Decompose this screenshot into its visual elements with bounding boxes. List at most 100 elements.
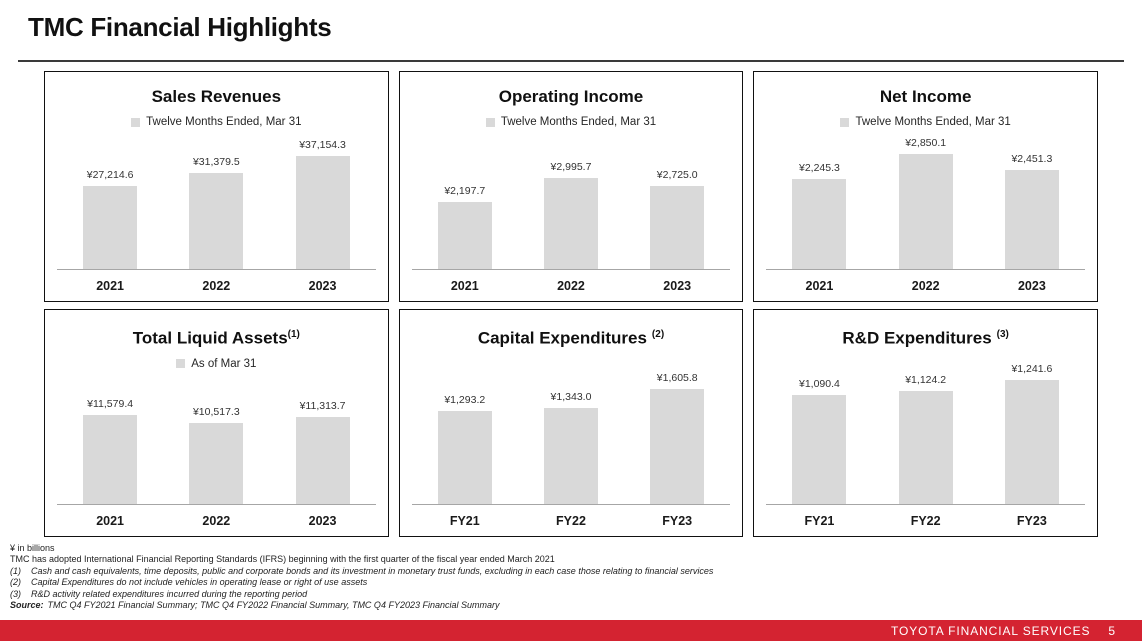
bar-value-label: ¥1,241.6 [1011,362,1053,375]
footnote-3-text: R&D activity related expenditures incurr… [31,588,308,599]
x-axis-label: 2022 [911,278,940,293]
x-axis-label: FY23 [662,513,693,528]
footnote-3: (3) R&D activity related expenditures inc… [10,589,1132,600]
x-axis-label: 2021 [96,513,125,528]
chart-x-axis-labels: FY21 FY22 FY23 [412,505,731,536]
x-axis-label: 2021 [450,278,479,293]
bar-rd-expenditures-FY22 [898,391,953,504]
chart-legend: Twelve Months Ended, Mar 31 [766,116,1085,128]
footnote-1-marker: (1) [10,565,21,576]
footnotes: ¥ in billions TMC has adopted Internatio… [10,543,1132,611]
chart-plot: ¥27,214.6 ¥31,379.5 ¥37,154.3 [57,132,376,270]
bar-operating-income-2022 [543,177,598,269]
bar-net-income-2022 [898,154,953,269]
chart-title-superscript: (1) [287,329,300,340]
bar-column-2021: ¥2,245.3 [766,132,872,269]
bar-column-2021: ¥11,579.4 [57,374,163,504]
chart-title-superscript: (2) [651,329,665,340]
footnote-source-label: Source: [10,600,44,611]
bar-total-liquid-assets-2023 [295,417,350,504]
x-axis-label: 2022 [557,278,585,293]
legend-label: Twelve Months Ended, Mar 31 [500,116,657,128]
x-axis-label: 2021 [96,278,125,293]
chart-x-axis-labels: 2021 2022 2023 [412,270,731,301]
x-axis-label: FY22 [910,513,941,528]
chart-plot: ¥2,197.7 ¥2,995.7 ¥2,725.0 [411,132,731,270]
page-title: TMC Financial Highlights [28,12,332,42]
bar-sales-revenues-2023 [295,155,350,269]
footer-page-number: 5 [1108,623,1116,638]
bar-value-label: ¥2,451.3 [1011,153,1053,166]
bar-value-label: ¥31,379.5 [192,156,240,169]
bar-value-label: ¥37,154.3 [299,138,346,151]
footer-brand: TOYOTA FINANCIAL SERVICES [890,623,1091,638]
chart-title: Sales Revenues [151,87,282,106]
bar-capital-expenditures-FY22 [543,407,598,504]
bar-value-label: ¥27,214.6 [86,169,134,182]
bar-value-label: ¥10,517.3 [192,406,240,419]
bar-operating-income-2023 [650,186,705,269]
bar-capital-expenditures-FY21 [437,411,492,504]
bar-value-label: ¥2,995.7 [550,160,592,173]
x-axis-label: 2023 [308,278,337,293]
legend-swatch-icon [131,117,141,127]
chart-plot: ¥1,090.4 ¥1,124.2 ¥1,241.6 [766,354,1085,505]
chart-legend: Twelve Months Ended, Mar 31 [57,116,376,128]
x-axis-label: FY23 [1016,513,1047,528]
chart-title: Capital Expenditures (2) [477,328,665,348]
bar-column-2022: ¥31,379.5 [163,132,269,269]
x-axis-label: 2022 [202,513,231,528]
footnote-2-text: Capital Expenditures do not include vehi… [31,577,368,588]
legend-label: Twelve Months Ended, Mar 31 [146,116,302,128]
charts-grid: Sales Revenues Twelve Months Ended, Mar … [44,71,1098,537]
chart-plot: ¥11,579.4 ¥10,517.3 ¥11,313.7 [57,374,376,505]
chart-title: Net Income [879,87,972,106]
bar-value-label: ¥1,124.2 [905,374,947,387]
legend-label: Twelve Months Ended, Mar 31 [855,116,1011,128]
bar-value-label: ¥1,343.0 [550,390,592,403]
footer-bar: TOYOTA FINANCIAL SERVICES 5 [0,620,1142,641]
bar-value-label: ¥11,579.4 [87,398,134,411]
x-axis-label: 2023 [308,513,337,528]
bar-value-label: ¥2,850.1 [905,137,947,150]
chart-x-axis-labels: 2021 2022 2023 [57,505,376,536]
bar-value-label: ¥1,293.2 [444,394,486,407]
bar-column-2021: ¥27,214.6 [57,132,163,269]
legend-swatch-icon [840,117,850,127]
bar-column-FY22: ¥1,124.2 [873,354,979,504]
chart-card-total-liquid-assets: Total Liquid Assets(1) As of Mar 31 ¥11,… [44,309,389,537]
bar-capital-expenditures-FY23 [650,389,705,504]
x-axis-label: FY22 [556,513,586,528]
bar-column-2022: ¥2,850.1 [873,132,979,269]
chart-card-operating-income: Operating Income Twelve Months Ended, Ma… [398,71,744,302]
bar-column-FY23: ¥1,605.8 [624,354,730,504]
legend-label: As of Mar 31 [191,357,257,370]
x-axis-label: FY21 [449,513,480,528]
bar-total-liquid-assets-2021 [83,415,138,504]
legend-swatch-icon [485,117,495,127]
bar-column-2022: ¥10,517.3 [163,374,269,504]
chart-x-axis-labels: 2021 2022 2023 [766,270,1085,301]
chart-card-capital-expenditures: Capital Expenditures (2) ¥1,293.2 ¥1,343.0… [398,309,744,537]
bar-column-2021: ¥2,197.7 [412,132,518,269]
x-axis-label: 2021 [805,278,834,293]
footnote-1: (1) Cash and cash equivalents, time depos… [10,566,1132,577]
chart-plot: ¥2,245.3 ¥2,850.1 ¥2,451.3 [766,132,1085,270]
bar-sales-revenues-2021 [83,186,138,269]
chart-card-rd-expenditures: R&D Expenditures (3) ¥1,090.4 ¥1,124.2 ¥1,2… [753,309,1098,537]
chart-card-net-income: Net Income Twelve Months Ended, Mar 31 ¥… [753,71,1098,302]
chart-title: Operating Income [498,87,644,106]
x-axis-label: 2022 [202,278,231,293]
bar-column-FY21: ¥1,090.4 [766,354,872,504]
bar-total-liquid-assets-2022 [189,423,244,504]
chart-card-sales-revenues: Sales Revenues Twelve Months Ended, Mar … [44,71,389,302]
footnote-unit-note: ¥ in billions [10,543,55,553]
bar-column-2023: ¥11,313.7 [269,374,375,504]
bar-column-FY21: ¥1,293.2 [412,354,518,504]
bar-value-label: ¥11,313.7 [299,400,346,413]
bar-value-label: ¥1,605.8 [656,372,698,385]
bar-column-2023: ¥2,451.3 [979,132,1085,269]
footnote-source-text: TMC Q4 FY2021 Financial Summary; TMC Q4 … [47,600,500,611]
x-axis-label: 2023 [1017,278,1046,293]
